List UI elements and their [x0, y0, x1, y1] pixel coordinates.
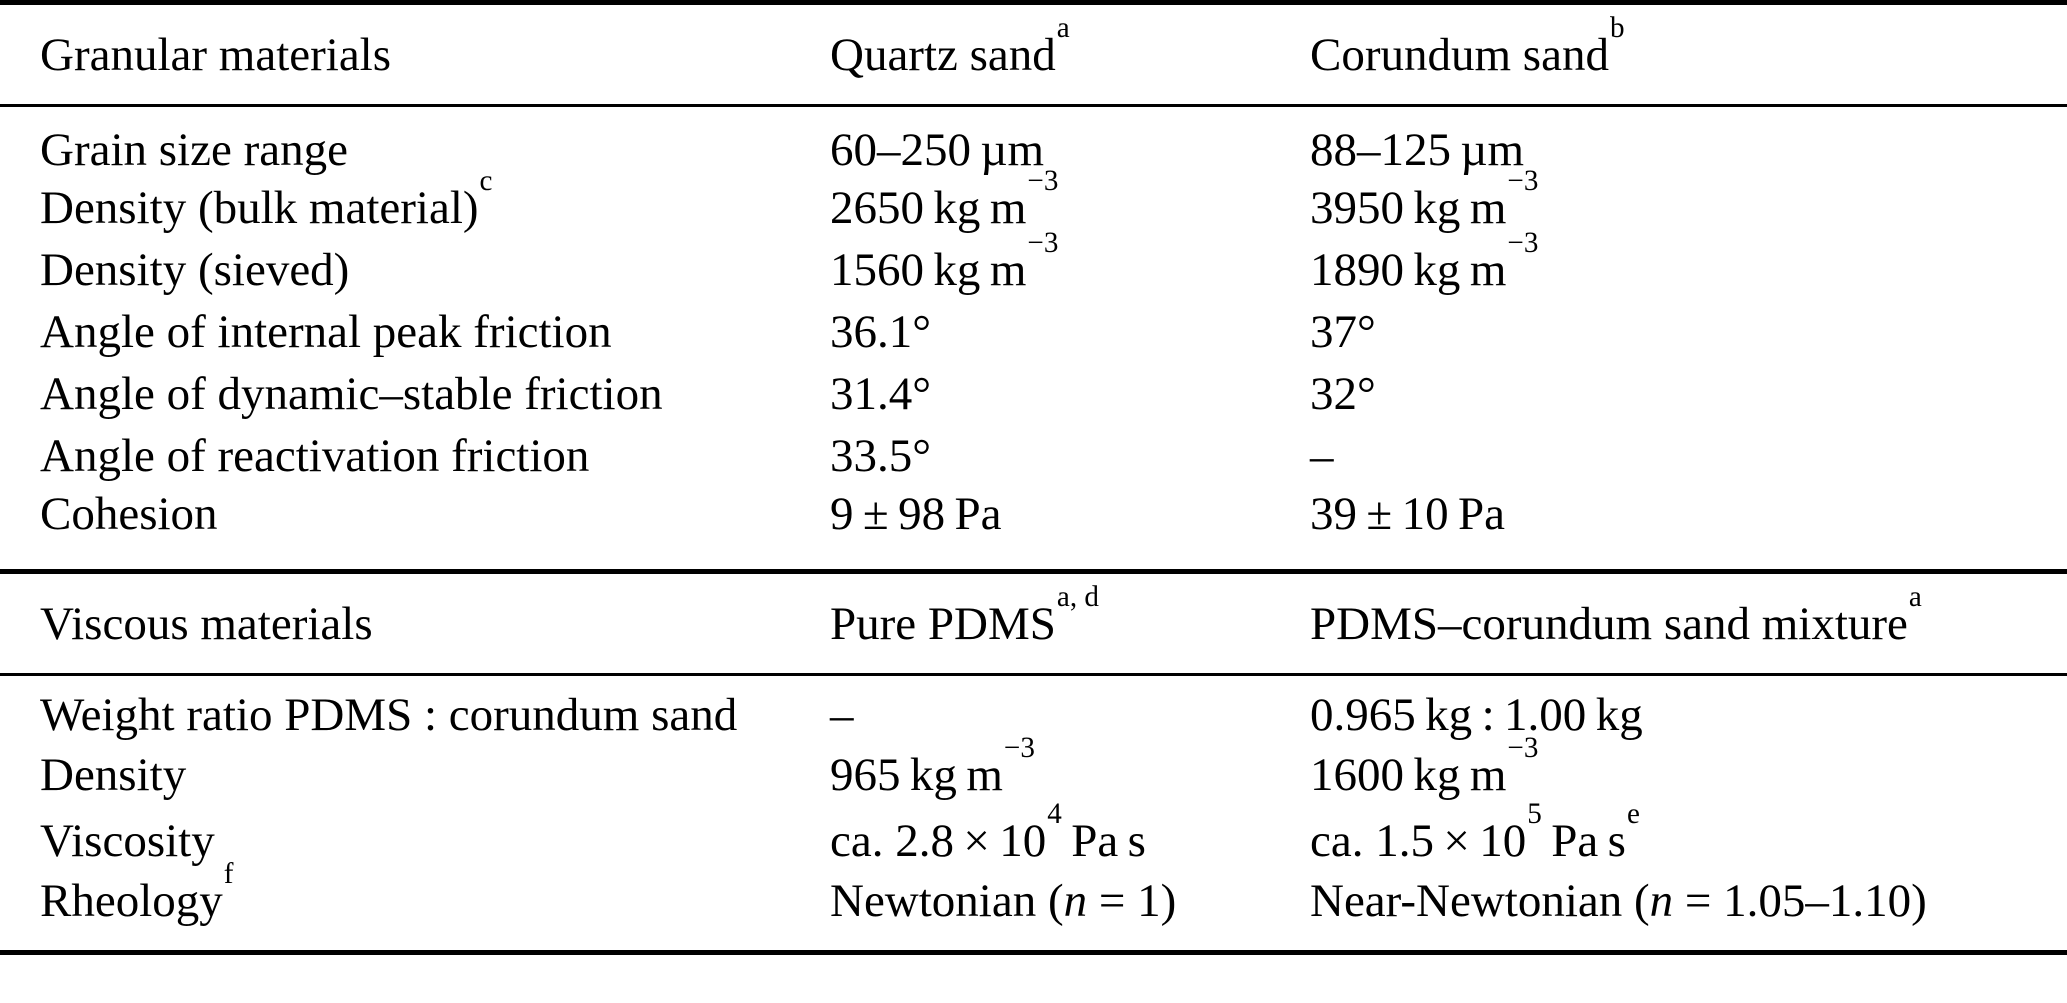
table-cell: 2650 kg m−3 — [830, 165, 1059, 234]
table-row-dynamic-stable-friction: Angle of dynamic–stable friction 31.4° 3… — [0, 363, 2067, 425]
table-cell: Newtonian (n = 1) — [830, 874, 1310, 955]
row-label: Viscosity — [40, 815, 215, 867]
table-cell: – — [1310, 430, 1334, 482]
row-label: Grain size range — [40, 124, 348, 176]
row-label: Angle of dynamic–stable friction — [40, 368, 663, 420]
row-label: Density (bulk material)c — [40, 165, 493, 234]
table-row-grain-size: Grain size range 60–250 µm 88–125 µm — [0, 106, 2067, 178]
section-title-viscous: Viscous materials — [0, 569, 830, 676]
table-cell: Near-Newtonian (n = 1.05–1.10) — [1310, 874, 2067, 955]
table-cell: 88–125 µm — [1310, 124, 1525, 176]
table-row-density-sieved: Density (sieved) 1560 kg m−3 1890 kg m−3 — [0, 227, 2067, 301]
table-cell: 965 kg m−3 — [830, 732, 1035, 801]
table-row-density-bulk: Density (bulk material)c 2650 kg m−3 395… — [0, 165, 2067, 239]
table-cell: 1600 kg m−3 — [1310, 732, 1539, 801]
materials-properties-table: Granular materials Quartz sanda Corundum… — [0, 0, 2067, 955]
table-cell: ca. 2.8 × 104 Pa s — [830, 798, 1146, 867]
table-cell: ca. 1.5 × 105 Pa se — [1310, 798, 1640, 867]
table-cell: 36.1° — [830, 306, 932, 358]
table-cell: 33.5° — [830, 430, 932, 482]
row-label: Angle of reactivation friction — [40, 430, 590, 482]
row-label: Angle of internal peak friction — [40, 306, 612, 358]
section-header-viscous: Viscous materials Pure PDMSa, d PDMS–cor… — [0, 569, 2067, 676]
column-header-pure-pdms: Pure PDMSa, d — [830, 569, 1310, 676]
table-row-rheology: Rheologyf Newtonian (n = 1) Near-Newtoni… — [0, 860, 2067, 955]
table-row-reactivation-friction: Angle of reactivation friction 33.5° – — [0, 425, 2067, 487]
row-label: Density — [40, 749, 187, 801]
table-cell: 37° — [1310, 306, 1376, 358]
table-cell: 60–250 µm — [830, 124, 1045, 176]
section-title-granular: Granular materials — [0, 0, 830, 107]
table-row-cohesion: Cohesion 9 ± 98 Pa 39 ± 10 Pa — [0, 487, 2067, 572]
section-header-granular: Granular materials Quartz sanda Corundum… — [0, 0, 2067, 107]
column-header-pdms-mixture: PDMS–corundum sand mixturea — [1310, 569, 2067, 676]
row-label: Rheologyf — [0, 860, 830, 955]
table-cell: 0.965 kg : 1.00 kg — [1310, 689, 1643, 741]
row-label: Density (sieved) — [40, 244, 350, 296]
table-cell: 3950 kg m−3 — [1310, 165, 1539, 234]
column-header-corundum-sand: Corundum sandb — [1310, 0, 2067, 107]
table-cell: 9 ± 98 Pa — [830, 488, 1002, 540]
table-cell: 39 ± 10 Pa — [1310, 488, 1506, 540]
row-label: Cohesion — [40, 488, 218, 540]
table-cell: 32° — [1310, 368, 1376, 420]
table-cell: 1560 kg m−3 — [830, 227, 1059, 296]
table-row-viscosity: Viscosity ca. 2.8 × 104 Pa s ca. 1.5 × 1… — [0, 798, 2067, 874]
row-label: Weight ratio PDMS : corundum sand — [40, 689, 738, 741]
table-cell: – — [830, 689, 854, 741]
table-row-internal-peak-friction: Angle of internal peak friction 36.1° 37… — [0, 301, 2067, 363]
table-cell: 1890 kg m−3 — [1310, 227, 1539, 296]
table-row-density: Density 965 kg m−3 1600 kg m−3 — [0, 732, 2067, 808]
table-cell: 31.4° — [830, 368, 932, 420]
table-row-weight-ratio: Weight ratio PDMS : corundum sand – 0.96… — [0, 675, 2067, 743]
column-header-quartz-sand: Quartz sanda — [830, 0, 1310, 107]
